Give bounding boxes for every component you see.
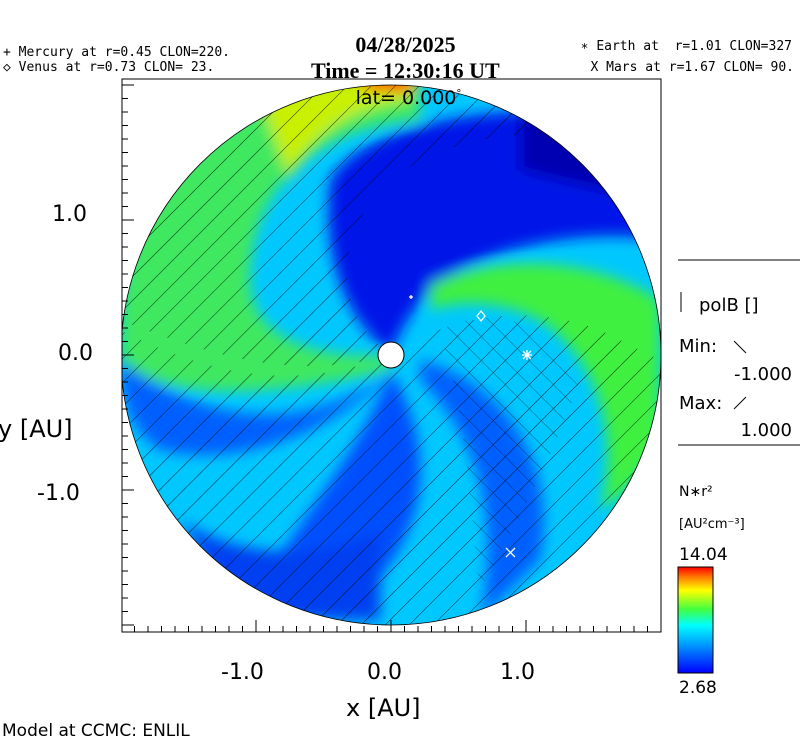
earth-legend: ∗ Earth at r=1.01 CLON=327: [580, 39, 792, 54]
y-tick-label-neg1: -1.0: [37, 481, 80, 506]
venus-marker: [476, 309, 486, 323]
page-title: 04/28/2025 Time = 12:30:16 UT lat= 0.000…: [310, 32, 500, 109]
y-tick-label-1: 1.0: [52, 202, 87, 227]
x-tick-label-0: 0.0: [367, 660, 402, 685]
title-lat-value: 0.000: [401, 87, 457, 109]
y-axis-ticks: [122, 84, 134, 626]
min-hatch-glyph: [733, 340, 747, 354]
max-hatch-glyph: [733, 396, 747, 410]
mercury-legend: + Mercury at r=0.45 CLON=220.: [3, 45, 230, 60]
sun-marker: [377, 341, 405, 369]
planet-markers: [409, 295, 532, 558]
colorbar-min: 2.68: [679, 678, 717, 698]
title-time: 12:30:16 UT: [382, 58, 500, 83]
x-tick-label-neg1: -1.0: [221, 660, 264, 685]
x-axis-label: x [AU]: [346, 694, 421, 722]
colorbar: [677, 566, 714, 674]
footer-credit: Model at CCMC: ENLIL: [2, 721, 190, 741]
earth-marker: [522, 350, 532, 360]
polarity-min-value: -1.000: [733, 364, 792, 385]
title-lat-label: lat=: [355, 87, 396, 109]
y-tick-label-0: 0.0: [58, 341, 93, 366]
mercury-marker: [409, 295, 413, 299]
x-tick-label-1: 1.0: [500, 660, 535, 685]
colorbar-quantity: N∗r²: [679, 484, 713, 500]
polarity-max-label: Max:: [679, 393, 723, 414]
polarity-label: polB []: [699, 295, 759, 316]
polarity-min-label: Min:: [679, 336, 718, 357]
mars-legend: X Mars at r=1.67 CLON= 90.: [590, 60, 795, 75]
title-date: 04/28/2025: [355, 32, 456, 57]
venus-legend: ◇ Venus at r=0.73 CLON= 23.: [3, 60, 215, 75]
mars-marker: [505, 547, 516, 558]
title-time-prefix: Time =: [310, 58, 383, 83]
polarity-max-value: 1.000: [740, 420, 792, 441]
colorbar-max: 14.04: [679, 545, 728, 565]
x-axis-ticks: [134, 620, 662, 632]
colorbar-units: [AU²cm⁻³]: [679, 517, 745, 532]
y-axis-label: y [AU]: [0, 415, 73, 443]
